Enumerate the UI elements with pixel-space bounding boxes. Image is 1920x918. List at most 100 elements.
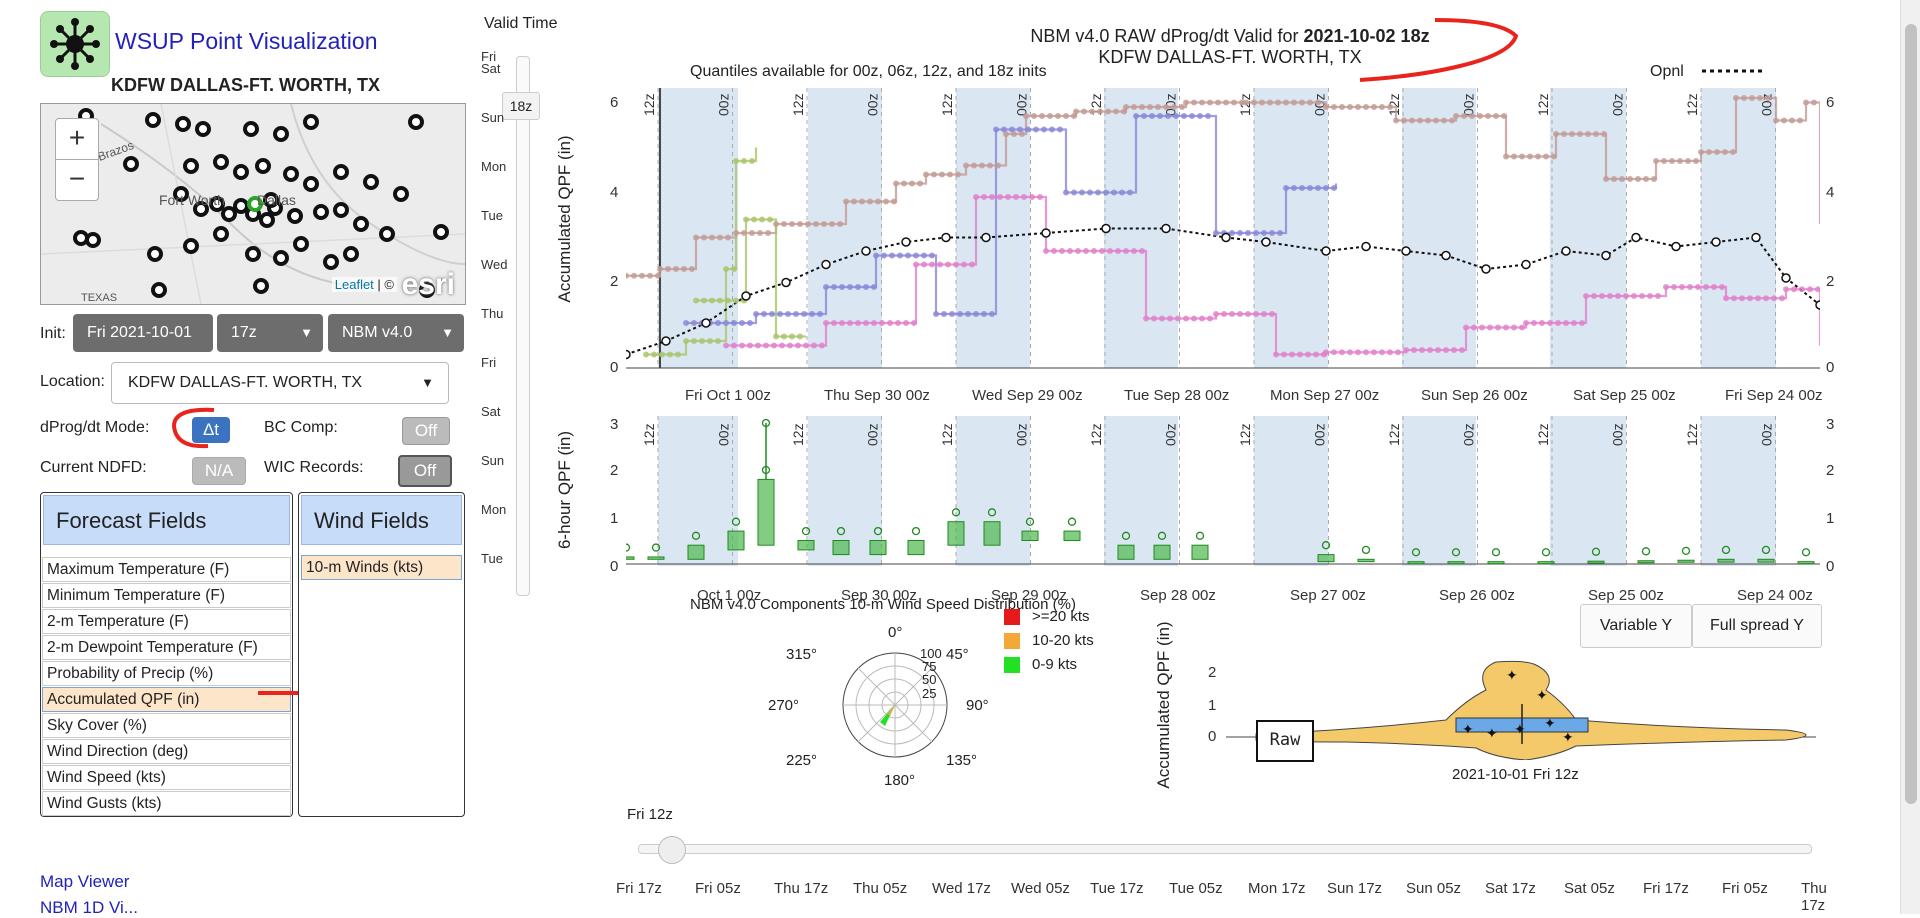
slider-tick-label: Tue 17z (1090, 880, 1144, 897)
field-pop[interactable]: Probability of Precip (%) (42, 661, 291, 686)
bottom-slider-handle[interactable] (658, 836, 686, 864)
night-band (1104, 416, 1178, 566)
slider-tick-label: Wed 17z (932, 880, 991, 897)
hour-tick-label: 00z (1014, 93, 1030, 116)
bottom-slider-ticks: Fri 17z Fri 05z Thu 17z Thu 05z Wed 17z Wed 0… (616, 880, 1846, 914)
slider-tick-label: Fri 17z (616, 880, 662, 897)
qpf-box (797, 540, 815, 551)
station-marker (213, 226, 229, 242)
scrollbar-thumb[interactable] (1905, 24, 1917, 804)
hour-tick-label: 00z (865, 93, 881, 116)
zoom-in-button[interactable]: + (55, 118, 99, 160)
field-max-temp[interactable]: Maximum Temperature (F) (42, 557, 291, 582)
app-title[interactable]: WSUP Point Visualization (115, 28, 378, 54)
bc-comp-toggle[interactable]: Off (402, 417, 450, 445)
svg-text:✦: ✦ (1506, 667, 1518, 683)
main-xtick: Wed Sep 29 00z (972, 387, 1083, 404)
location-select[interactable]: KDFW DALLAS-FT. WORTH, TX ▼ (111, 362, 449, 404)
model-select[interactable]: NBM v4.0 ▼ (328, 314, 464, 352)
violin-points: ✦ ✦ ✦ ✦ ✦ ✦ ✦ (1462, 667, 1574, 745)
station-marker (195, 121, 211, 137)
bottom-slider-track[interactable] (638, 844, 1812, 854)
hour-tick-label: 00z (1759, 423, 1775, 446)
field-accum-qpf[interactable]: Accumulated QPF (in) (42, 687, 291, 712)
full-spread-y-button[interactable]: Full spread Y (1692, 604, 1822, 648)
hour-tick-label: 00z (1610, 93, 1626, 116)
opnl-point (861, 246, 871, 256)
leaflet-link[interactable]: Leaflet (334, 277, 374, 292)
main-ytick-right: 6 (1826, 94, 1835, 111)
valid-time-track[interactable] (516, 56, 530, 596)
field-sky-cover[interactable]: Sky Cover (%) (42, 713, 291, 738)
annotation-mark (258, 691, 302, 695)
field-2m-temp[interactable]: 2-m Temperature (F) (42, 609, 291, 634)
violin-ylabel: Accumulated QPF (in) (1154, 621, 1173, 789)
hour-tick-label: 00z (716, 93, 732, 116)
station-marker (183, 238, 199, 254)
rose-dir-e: 90° (966, 697, 989, 714)
field-2m-dewpoint[interactable]: 2-m Dewpoint Temperature (F) (42, 635, 291, 660)
bar-ylabel-wrap: 6-hour QPF (in) (555, 420, 577, 560)
field-wind-speed[interactable]: Wind Speed (kts) (42, 765, 291, 790)
violin-ytick: 1 (1208, 697, 1217, 714)
station-marker (175, 116, 191, 132)
main-ytick: 6 (610, 94, 619, 111)
wind-rose-wedge (888, 705, 895, 716)
station-marker (213, 154, 229, 170)
annotation-mark (1359, 18, 1519, 82)
station-marker (353, 216, 369, 232)
qpf-outlier (1641, 547, 1651, 556)
field-wind-dir[interactable]: Wind Direction (deg) (42, 739, 291, 764)
valid-time-label: Valid Time (484, 15, 558, 32)
qpf-outlier (1067, 517, 1077, 526)
station-marker (123, 156, 139, 172)
day-tick: Tue (481, 551, 503, 566)
bar-xtick: Oct 1 00z (697, 587, 762, 604)
night-band (1402, 416, 1476, 566)
wic-toggle[interactable]: Off (398, 455, 452, 487)
station-marker (233, 164, 249, 180)
hour-tick-label: 00z (1163, 423, 1179, 446)
hour-tick-label: 00z (1461, 93, 1477, 116)
station-marker (363, 174, 379, 190)
night-band (1701, 416, 1776, 566)
day-tick: Mon (481, 159, 507, 174)
page-scrollbar[interactable] (1900, 0, 1920, 914)
valid-time-handle[interactable]: 18z (502, 92, 540, 120)
opnl-point (1321, 246, 1331, 256)
main-qpf-plot[interactable]: 12z 00z 12z 00z 12z 00z 12z 00z 12z 00z 12z 00z 12z 0… (626, 86, 1820, 372)
station-marker (73, 230, 89, 246)
init-date-button[interactable]: Fri 2021-10-01 (73, 314, 213, 352)
six-hour-qpf-plot[interactable]: 12z 00z 12z 00z 12z 00z 12z 00z 12z 00z 12z 00z 12z 0… (626, 416, 1820, 572)
bar-ylabel: 6-hour QPF (in) (555, 430, 574, 550)
station-marker (259, 212, 275, 228)
station-marker (253, 278, 269, 294)
map-viewer-link[interactable]: Map Viewer (40, 872, 130, 891)
init-hour-select[interactable]: 17z ▼ (217, 314, 323, 352)
violin-ylabel-wrap: Accumulated QPF (in) (1154, 610, 1176, 800)
field-wind-gusts[interactable]: Wind Gusts (kts) (42, 791, 291, 816)
zoom-out-button[interactable]: − (55, 159, 99, 201)
bar-ytick-right: 0 (1826, 558, 1835, 575)
svg-text:✦: ✦ (1536, 687, 1548, 703)
violin-plot[interactable]: ✦ ✦ ✦ ✦ ✦ ✦ ✦ (1226, 650, 1826, 760)
opnl-point (1441, 250, 1451, 261)
violin-ytick: 2 (1208, 664, 1217, 681)
slider-tick-label: Sat 17z (1485, 880, 1536, 897)
main-ytick-right: 0 (1826, 359, 1835, 376)
wind-rose-plot[interactable] (830, 640, 960, 770)
field-min-temp[interactable]: Minimum Temperature (F) (42, 583, 291, 608)
ndfd-toggle[interactable]: N/A (192, 457, 246, 485)
station-map[interactable]: Fort Worth Dallas Brazos TEXAS + − esri … (40, 103, 466, 305)
nbm-1d-viewer-link[interactable]: NBM 1D Vi... (40, 898, 138, 917)
opnl-point (1041, 228, 1051, 238)
variable-y-button[interactable]: Variable Y (1580, 604, 1692, 648)
dprog-toggle[interactable]: Δt (192, 417, 230, 443)
legend-swatch (1004, 657, 1020, 674)
qpf-outlier (651, 543, 661, 552)
field-10m-winds[interactable]: 10-m Winds (kts) (301, 555, 462, 580)
station-marker (151, 282, 167, 298)
caret-down-icon: ▼ (421, 375, 434, 390)
qpf-box (1191, 544, 1209, 560)
qpf-box (1637, 560, 1655, 564)
